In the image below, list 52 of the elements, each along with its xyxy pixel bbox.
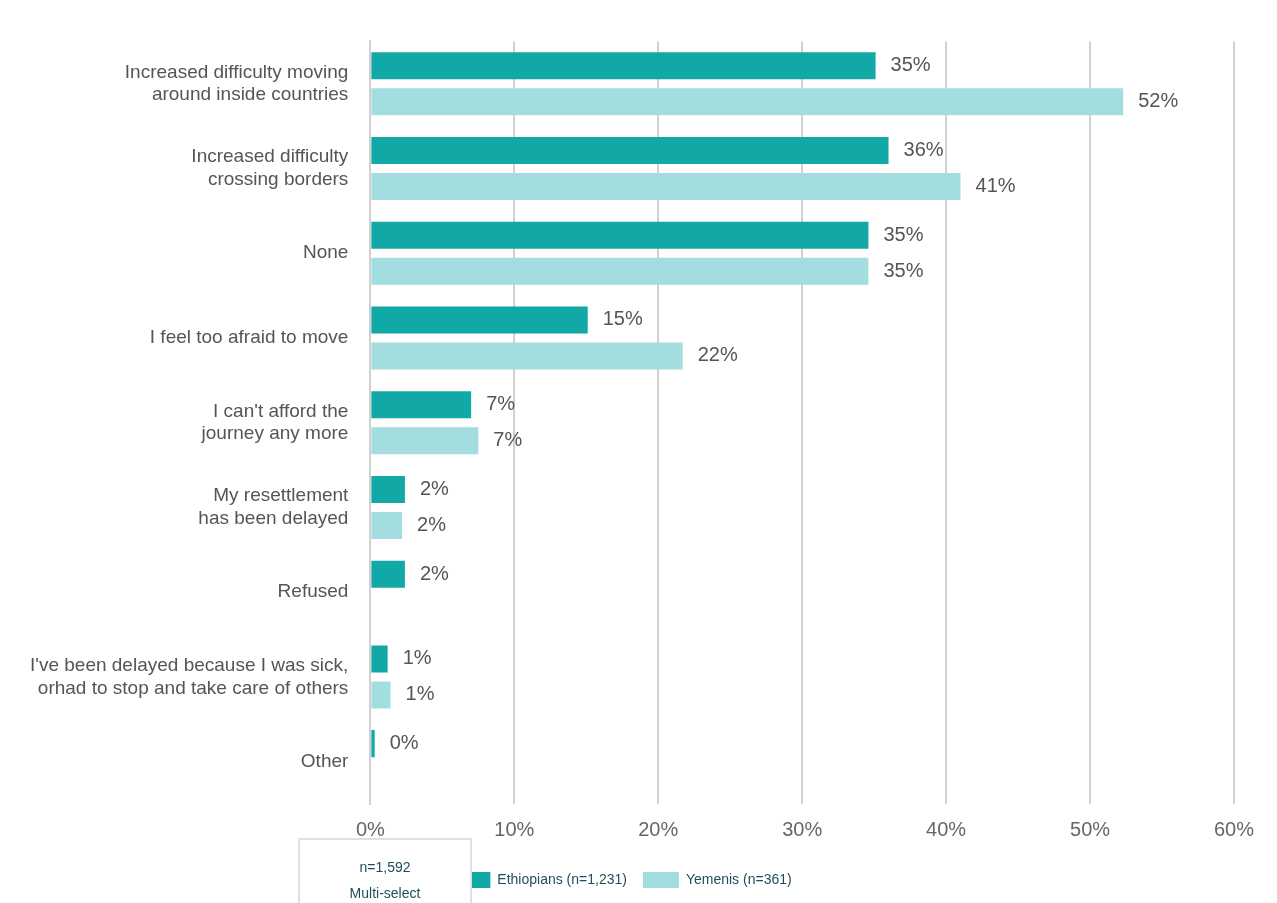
x-tick-label: 20% (638, 817, 679, 840)
bar (371, 681, 391, 709)
legend-label: Yemenis (n=361) (685, 870, 792, 887)
y-tick-label: Increased difficulty crossing borders (191, 145, 349, 190)
data-label: 15% (602, 307, 643, 330)
data-label: 35% (890, 53, 931, 76)
data-label: 36% (903, 138, 944, 161)
bar (371, 645, 388, 673)
x-tick-label: 40% (926, 817, 967, 840)
data-label: 52% (1138, 89, 1179, 112)
y-tick-label: Increased difficulty moving around inside countries (124, 60, 349, 105)
bar (371, 173, 961, 201)
bar (371, 306, 588, 334)
bar (371, 511, 403, 539)
y-tick-label: None (302, 241, 349, 263)
data-label: 1% (405, 682, 435, 705)
bar (371, 475, 405, 503)
data-label: 7% (493, 428, 523, 451)
data-label: 2% (419, 561, 450, 584)
x-tick-label: 60% (1213, 817, 1255, 840)
bar (371, 427, 479, 455)
x-tick-label: 30% (782, 817, 823, 840)
data-label: 2% (417, 512, 447, 535)
data-label: 22% (697, 343, 738, 366)
x-tick-label: 0% (355, 817, 386, 840)
bar (371, 342, 683, 370)
y-tick-label: My resettlement has been delayed (198, 484, 350, 529)
data-label: 7% (486, 392, 516, 415)
y-tick-label: I feel too afraid to move (149, 326, 349, 348)
data-label: 35% (883, 258, 924, 281)
bar (371, 560, 405, 588)
legend-label: Ethiopians (n=1,231) (497, 870, 627, 887)
text: n=1,592 (358, 858, 412, 877)
bar (371, 221, 869, 249)
y-tick-label: I can't afford the journey any more (200, 399, 349, 444)
y-tick-label: I've been delayed because I was sick, orhad to stop and take care of others (30, 653, 349, 698)
bar (371, 136, 889, 164)
text: Multi-select (348, 884, 422, 903)
y-tick-label: Other (300, 749, 350, 771)
data-label: 1% (402, 646, 432, 669)
bar (371, 257, 869, 285)
x-tick-label: 50% (1070, 817, 1111, 840)
bar (371, 88, 1124, 116)
data-label: 41% (975, 174, 1016, 197)
x-tick-label: 10% (494, 817, 535, 840)
bar (371, 391, 472, 419)
data-label: 35% (883, 222, 924, 245)
y-tick-label: Refused (277, 580, 349, 602)
bar (371, 730, 375, 758)
data-label: 0% (389, 731, 419, 754)
data-label: 2% (419, 476, 450, 499)
bar (371, 52, 876, 80)
